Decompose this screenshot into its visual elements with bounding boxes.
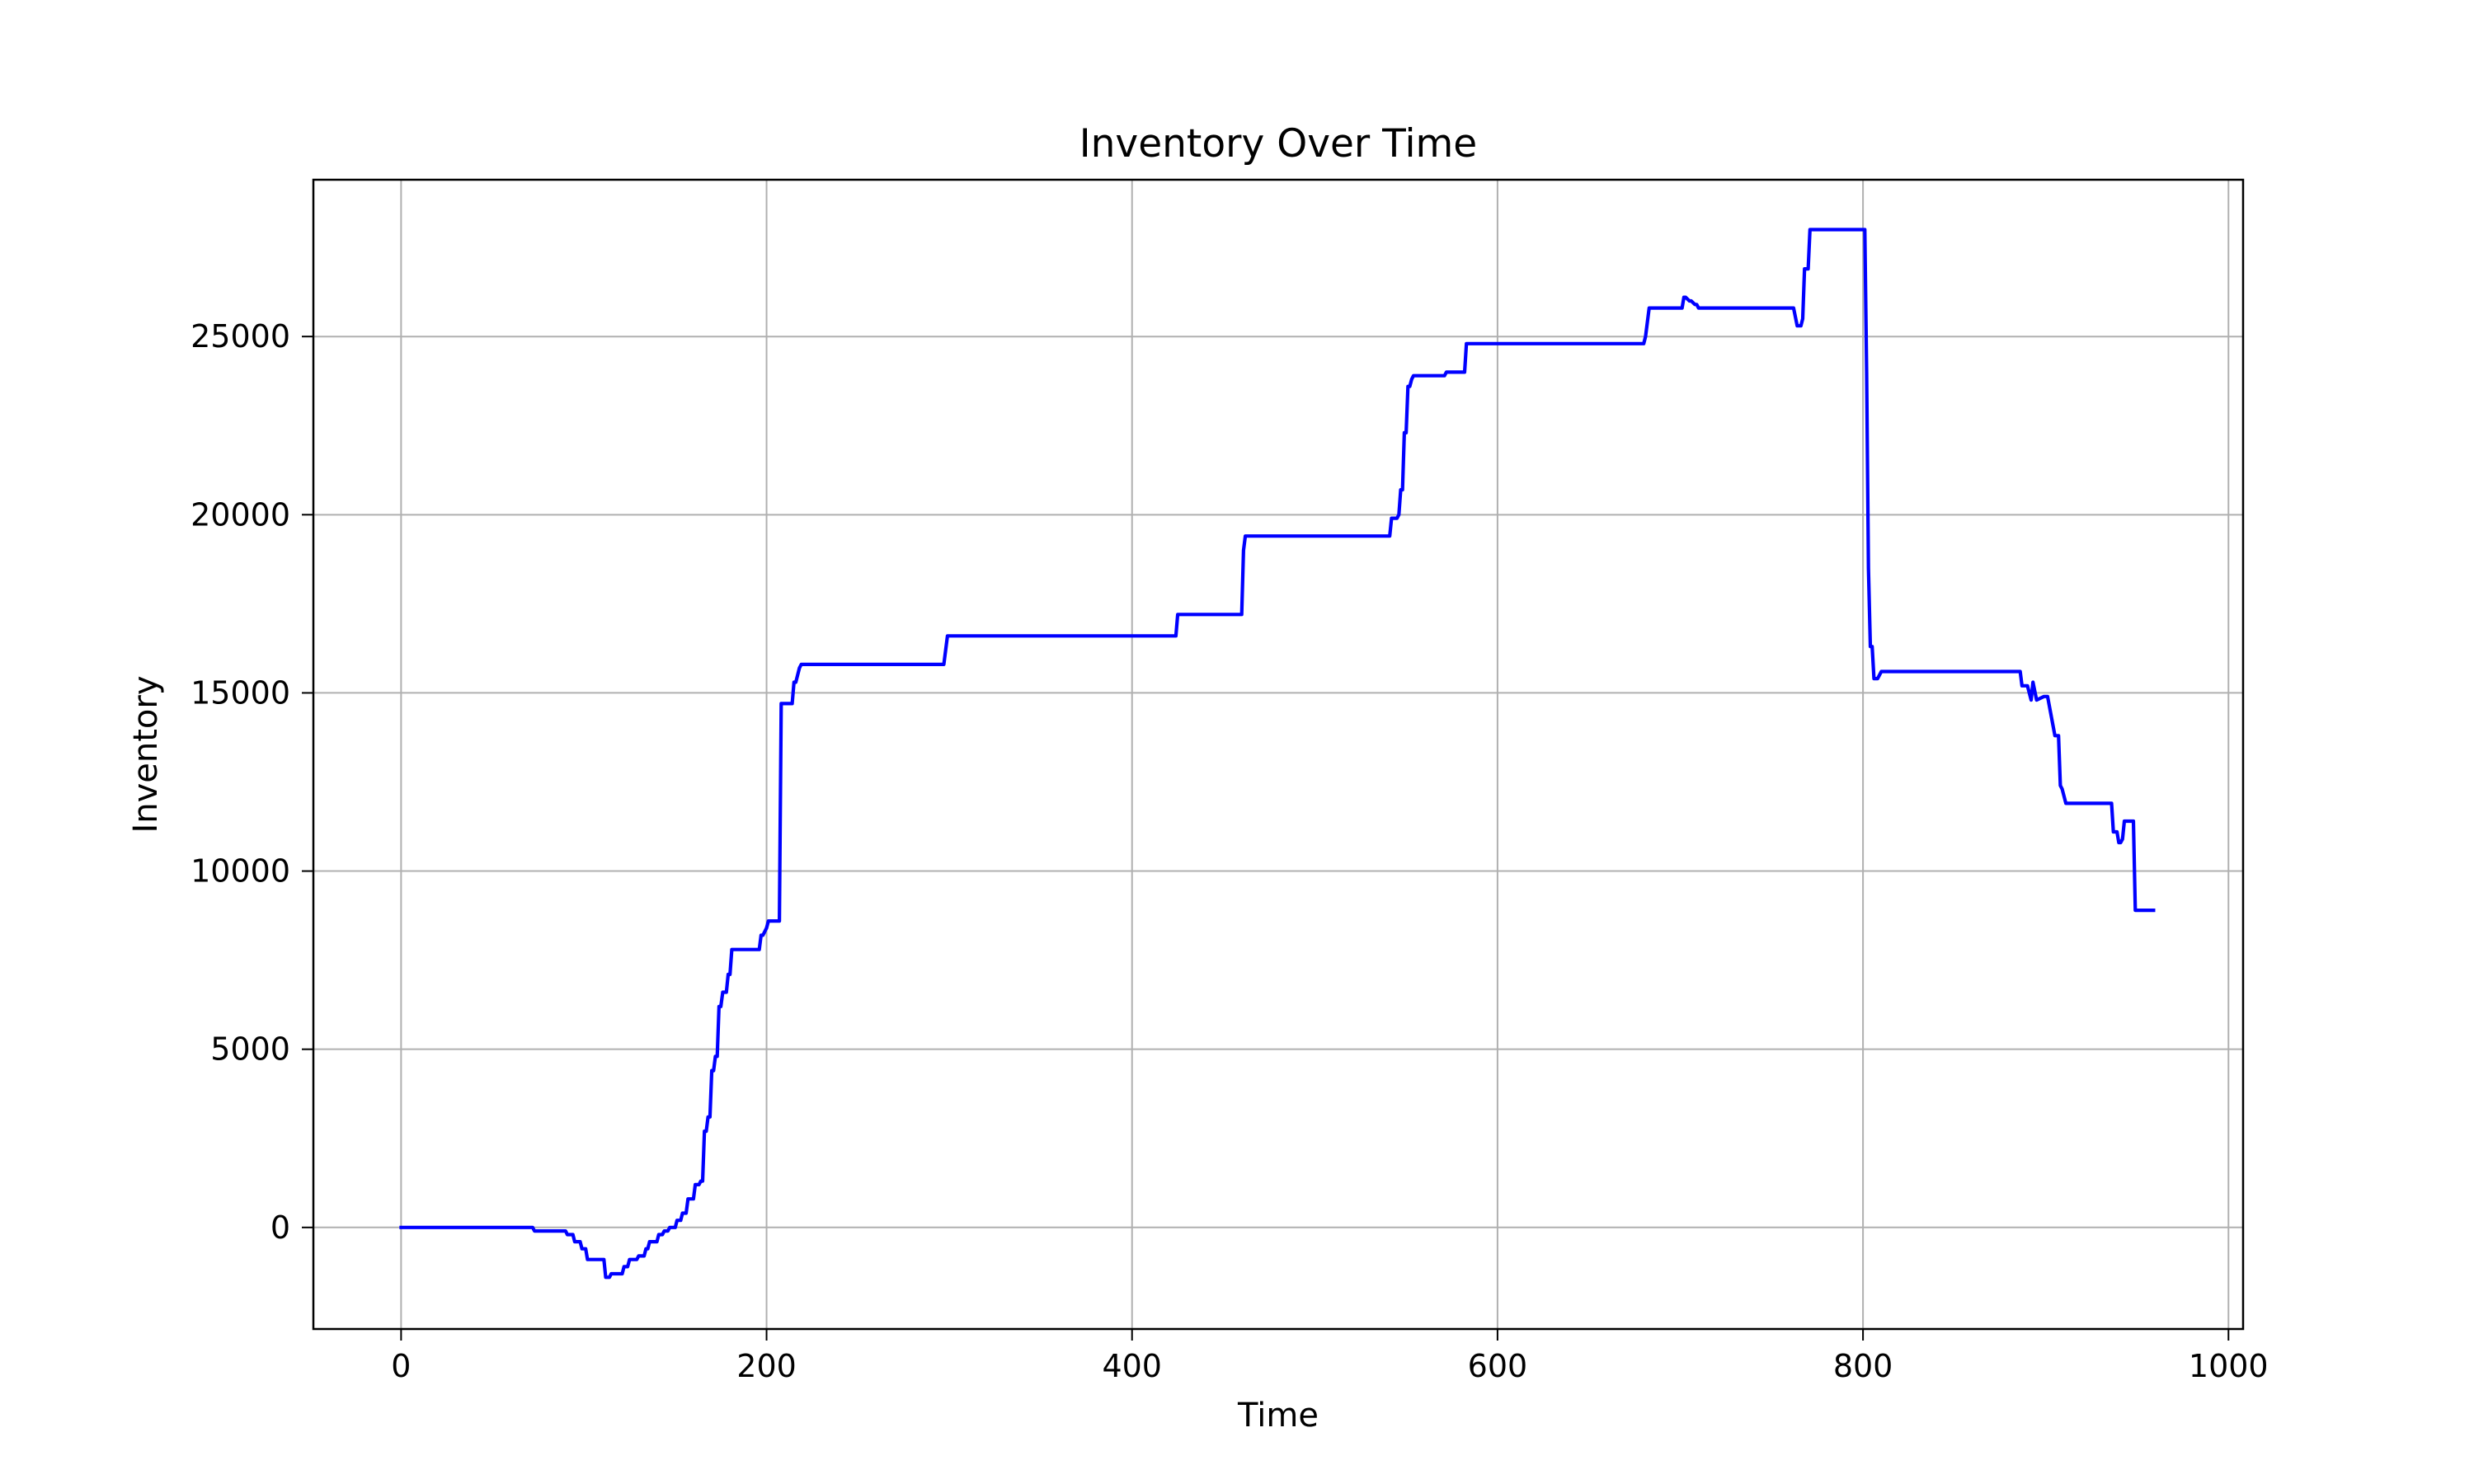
y-tick-label: 5000 [210,1031,290,1068]
y-axis-label: Inventory [127,675,165,833]
x-tick-label: 800 [1833,1348,1893,1384]
y-tick-label: 0 [270,1209,290,1246]
x-tick-label: 200 [736,1348,797,1384]
y-tick-label: 10000 [190,853,290,890]
chart-title: Inventory Over Time [1079,121,1477,167]
y-tick-label: 25000 [190,318,290,355]
axes-frame [312,178,2245,1331]
x-tick-label: 400 [1102,1348,1162,1384]
grid-lines [313,180,2243,1329]
x-tick-label: 0 [391,1348,411,1384]
x-axis-label: Time [1237,1397,1319,1435]
x-tick-label: 1000 [2189,1348,2269,1384]
ticks: 0 200 400 600 800 100005000100001500020000250… [190,318,2269,1384]
y-tick-label: 20000 [190,496,290,533]
x-tick-label: 600 [1468,1348,1528,1384]
series-layer [399,228,2156,1280]
series-line-0 [399,228,2156,1280]
y-tick-label: 15000 [190,674,290,711]
